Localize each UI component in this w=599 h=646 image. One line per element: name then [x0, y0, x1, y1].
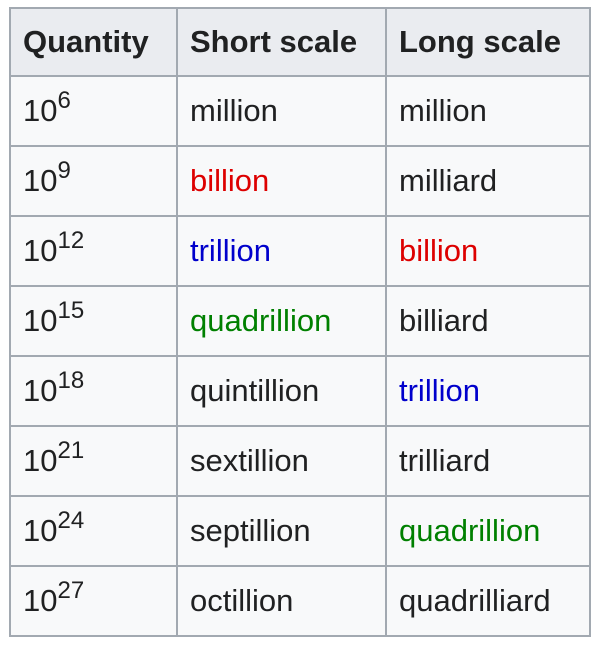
quantity-exponent: 24: [57, 507, 85, 534]
table-row: 1024 septillion quadrillion: [9, 495, 591, 567]
table-row: 1015 quadrillion billiard: [9, 285, 591, 357]
quantity-cell: 1018: [9, 355, 178, 427]
short-scale-cell: trillion: [176, 215, 387, 287]
scale-table-container: Quantity Short scale Long scale 106 mill…: [9, 7, 591, 637]
quantity-exponent: 21: [57, 437, 85, 464]
quantity-base: 10: [23, 583, 58, 618]
table-row: 1012 trillion billion: [9, 215, 591, 287]
quantity-cell: 1027: [9, 565, 178, 637]
quantity-exponent: 6: [57, 87, 71, 114]
table-row: 1021 sextillion trilliard: [9, 425, 591, 497]
table-row: 109 billion milliard: [9, 145, 591, 217]
quantity-base: 10: [23, 513, 58, 548]
table-row: 106 million million: [9, 75, 591, 147]
short-scale-cell: sextillion: [176, 425, 387, 497]
quantity-base: 10: [23, 443, 58, 478]
header-long-scale: Long scale: [385, 7, 591, 77]
quantity-exponent: 15: [57, 297, 85, 324]
quantity-cell: 106: [9, 75, 178, 147]
long-scale-cell: billion: [385, 215, 591, 287]
quantity-cell: 1012: [9, 215, 178, 287]
header-short-scale: Short scale: [176, 7, 387, 77]
long-scale-cell: trillion: [385, 355, 591, 427]
scale-comparison-table: Quantity Short scale Long scale 106 mill…: [9, 7, 591, 637]
quantity-cell: 1015: [9, 285, 178, 357]
long-scale-cell: quadrilliard: [385, 565, 591, 637]
table-header-row: Quantity Short scale Long scale: [9, 7, 591, 77]
short-scale-cell: octillion: [176, 565, 387, 637]
short-scale-cell: quintillion: [176, 355, 387, 427]
table-row: 1027 octillion quadrilliard: [9, 565, 591, 637]
quantity-exponent: 27: [57, 577, 85, 604]
quantity-exponent: 18: [57, 367, 85, 394]
short-scale-cell: billion: [176, 145, 387, 217]
quantity-cell: 1021: [9, 425, 178, 497]
quantity-base: 10: [23, 373, 58, 408]
quantity-cell: 1024: [9, 495, 178, 567]
long-scale-cell: milliard: [385, 145, 591, 217]
quantity-exponent: 12: [57, 227, 85, 254]
long-scale-cell: quadrillion: [385, 495, 591, 567]
long-scale-cell: trilliard: [385, 425, 591, 497]
quantity-base: 10: [23, 233, 58, 268]
quantity-exponent: 9: [57, 157, 71, 184]
table-body: 106 million million 109 billion milliard…: [9, 75, 591, 637]
long-scale-cell: million: [385, 75, 591, 147]
table-row: 1018 quintillion trillion: [9, 355, 591, 427]
long-scale-cell: billiard: [385, 285, 591, 357]
quantity-base: 10: [23, 303, 58, 338]
header-quantity: Quantity: [9, 7, 178, 77]
quantity-base: 10: [23, 93, 58, 128]
short-scale-cell: million: [176, 75, 387, 147]
short-scale-cell: quadrillion: [176, 285, 387, 357]
quantity-cell: 109: [9, 145, 178, 217]
short-scale-cell: septillion: [176, 495, 387, 567]
quantity-base: 10: [23, 163, 58, 198]
